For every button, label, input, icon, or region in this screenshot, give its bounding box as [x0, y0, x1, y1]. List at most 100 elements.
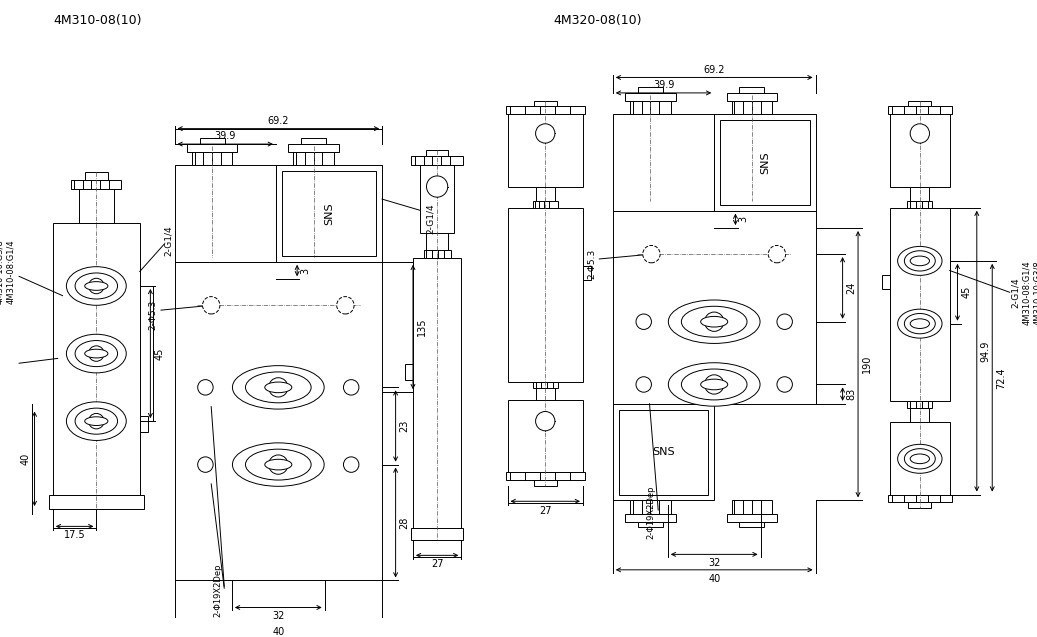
Bar — [714, 114, 815, 211]
Ellipse shape — [701, 379, 728, 390]
Ellipse shape — [668, 300, 760, 343]
Bar — [507, 208, 583, 382]
Text: 2-G1/4: 2-G1/4 — [426, 203, 435, 234]
Bar — [533, 201, 558, 208]
Text: SNS: SNS — [652, 447, 675, 457]
Text: 3: 3 — [738, 217, 748, 222]
Bar — [411, 528, 464, 540]
Bar — [910, 408, 929, 422]
Bar — [72, 180, 121, 189]
Bar — [420, 166, 454, 233]
Bar — [507, 400, 583, 472]
Bar — [907, 401, 932, 408]
Bar — [411, 155, 464, 166]
Bar — [315, 262, 342, 279]
Bar — [423, 250, 451, 258]
Bar — [720, 120, 810, 205]
Bar — [727, 93, 777, 101]
Bar — [890, 114, 950, 187]
Bar — [908, 502, 931, 508]
Text: 4M310-10:G3/8: 4M310-10:G3/8 — [0, 239, 4, 304]
Ellipse shape — [910, 256, 929, 266]
Bar — [739, 522, 764, 527]
Bar — [625, 93, 675, 101]
Bar — [535, 187, 555, 201]
Ellipse shape — [66, 402, 127, 440]
Bar — [53, 223, 140, 496]
Bar — [630, 101, 671, 114]
Text: 135: 135 — [417, 318, 426, 336]
Bar — [282, 171, 376, 256]
Text: 2-Φ5.3: 2-Φ5.3 — [587, 248, 596, 279]
Circle shape — [198, 380, 214, 395]
Circle shape — [643, 245, 661, 263]
Bar — [727, 514, 777, 522]
Bar — [506, 106, 585, 114]
Bar — [276, 166, 382, 262]
Bar — [613, 211, 815, 404]
Circle shape — [88, 413, 104, 429]
Bar — [625, 514, 675, 522]
Ellipse shape — [75, 273, 117, 299]
Bar — [731, 500, 773, 514]
Text: 2-G1/4: 2-G1/4 — [1011, 277, 1020, 308]
Bar — [85, 172, 108, 180]
Text: 24: 24 — [846, 282, 857, 294]
Bar — [731, 101, 773, 114]
Bar — [506, 472, 585, 480]
Text: 4M310-08:G1/4: 4M310-08:G1/4 — [1022, 260, 1032, 325]
Text: 40: 40 — [708, 573, 721, 583]
Text: 23: 23 — [399, 420, 410, 432]
Circle shape — [426, 176, 448, 197]
Ellipse shape — [898, 445, 942, 473]
Circle shape — [535, 412, 555, 431]
Bar — [192, 152, 232, 166]
Text: 2-Φ5.3: 2-Φ5.3 — [148, 300, 158, 330]
Circle shape — [910, 124, 929, 143]
Ellipse shape — [681, 306, 747, 337]
Text: 32: 32 — [272, 611, 284, 621]
Text: 45: 45 — [155, 347, 164, 360]
Bar — [583, 266, 591, 280]
Circle shape — [535, 124, 555, 143]
Circle shape — [269, 378, 288, 397]
Text: 2-Φ19X2Dep: 2-Φ19X2Dep — [213, 563, 222, 617]
Ellipse shape — [910, 318, 929, 329]
Bar — [613, 114, 714, 211]
Text: 94.9: 94.9 — [980, 340, 990, 362]
Bar — [49, 496, 144, 509]
Text: 27: 27 — [430, 559, 444, 569]
Text: 4M320-08(10): 4M320-08(10) — [553, 14, 642, 27]
Ellipse shape — [701, 317, 728, 327]
Bar — [187, 144, 237, 152]
Circle shape — [777, 314, 792, 329]
Bar — [638, 87, 663, 93]
Ellipse shape — [85, 417, 108, 426]
Circle shape — [636, 376, 651, 392]
Bar — [638, 522, 663, 527]
Circle shape — [269, 455, 288, 475]
Text: 4M310-10:G3/8: 4M310-10:G3/8 — [1033, 260, 1037, 325]
Text: 2-G1/4: 2-G1/4 — [164, 225, 173, 256]
Text: 83: 83 — [846, 388, 857, 400]
Text: 190: 190 — [862, 355, 872, 373]
Ellipse shape — [904, 313, 935, 334]
Ellipse shape — [264, 382, 291, 392]
Text: SNS: SNS — [324, 203, 334, 225]
Circle shape — [704, 312, 724, 331]
Text: 40: 40 — [272, 627, 284, 636]
Bar — [199, 138, 225, 144]
Ellipse shape — [85, 282, 108, 290]
Text: 27: 27 — [539, 506, 552, 516]
Circle shape — [88, 346, 104, 361]
Ellipse shape — [85, 349, 108, 358]
Ellipse shape — [668, 362, 760, 406]
Circle shape — [337, 297, 354, 314]
Bar — [534, 101, 557, 106]
Circle shape — [343, 380, 359, 395]
Bar — [908, 101, 931, 106]
Circle shape — [198, 457, 214, 472]
Bar — [79, 189, 114, 223]
Bar — [888, 106, 952, 114]
Text: 72.4: 72.4 — [996, 367, 1006, 389]
